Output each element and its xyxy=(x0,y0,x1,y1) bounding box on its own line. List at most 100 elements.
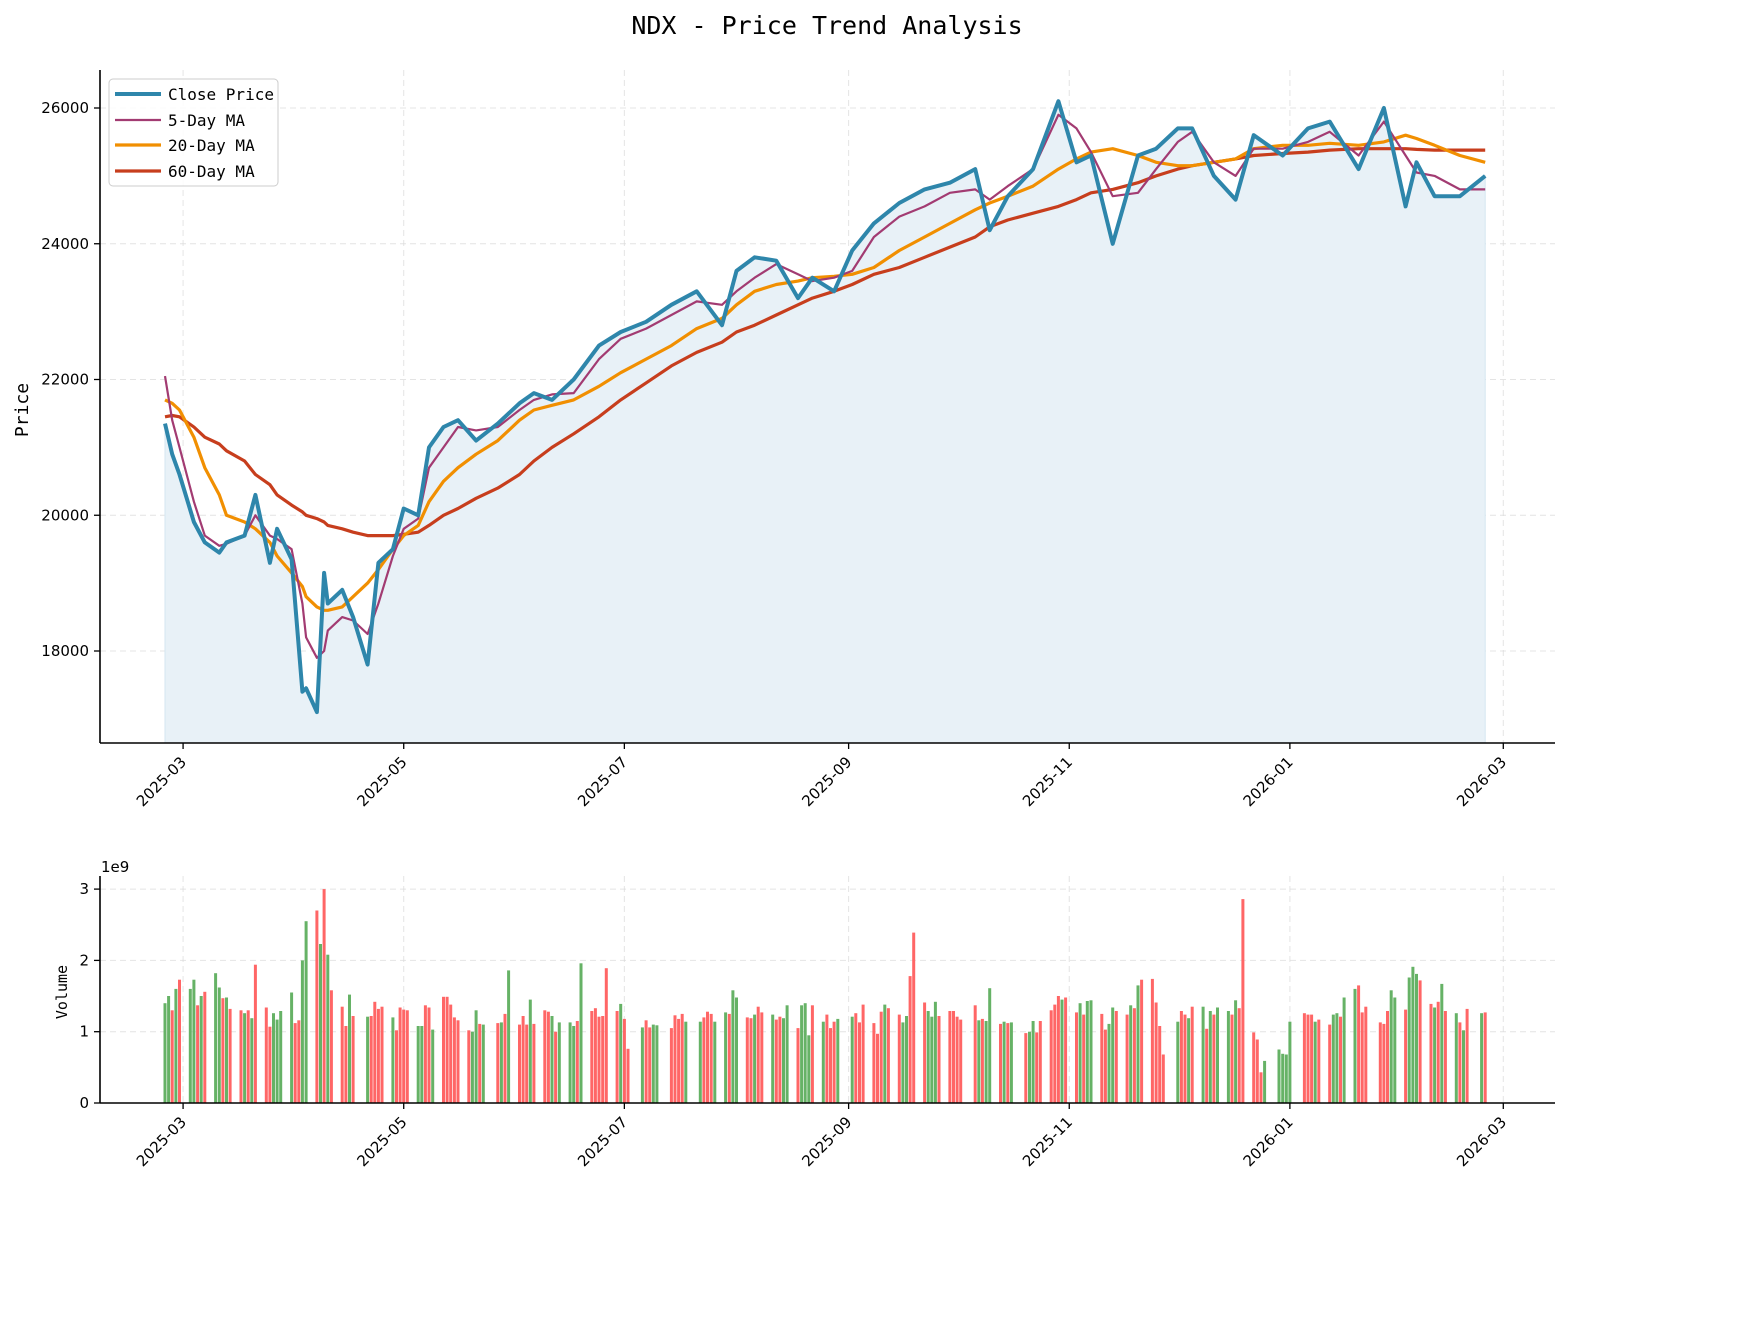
volume-bar xyxy=(615,1011,619,1103)
volume-bar xyxy=(373,1001,377,1103)
volume-bar xyxy=(604,968,608,1103)
volume-bar xyxy=(886,1008,890,1103)
volume-bar xyxy=(1252,1032,1256,1103)
volume-bar xyxy=(930,1016,934,1103)
price-x-ticks: 2025-03 2025-05 2025-07 2025-09 2025-11 2026-… xyxy=(133,743,1510,810)
volume-bar xyxy=(467,1030,471,1103)
volume-bar xyxy=(203,991,207,1103)
volume-x-ticks: 2025-03 2025-05 2025-07 2025-09 2025-11 2026-… xyxy=(133,1103,1510,1170)
volume-bar xyxy=(684,1021,688,1103)
volume-bar xyxy=(568,1022,572,1103)
volume-bar xyxy=(398,1007,402,1103)
legend-label-ma5: 5-Day MA xyxy=(168,111,245,130)
volume-bar xyxy=(677,1018,681,1103)
y-tick-label: 0 xyxy=(79,1094,89,1112)
volume-bar xyxy=(785,1005,789,1103)
volume-bar xyxy=(264,1007,268,1103)
volume-bar xyxy=(1454,1013,1458,1103)
volume-bar xyxy=(807,1035,811,1103)
volume-bar xyxy=(829,1028,832,1103)
volume-bar xyxy=(850,1016,854,1103)
volume-bar xyxy=(196,1005,200,1103)
volume-bar xyxy=(1313,1021,1317,1103)
volume-bar xyxy=(854,1013,858,1103)
volume-bar xyxy=(1187,1018,1191,1103)
volume-bar xyxy=(836,1018,840,1103)
volume-bar xyxy=(1382,1023,1386,1103)
volume-bar xyxy=(253,964,257,1103)
volume-bar xyxy=(188,988,192,1103)
volume-bar xyxy=(999,1023,1002,1103)
volume-bar xyxy=(1006,1023,1010,1103)
volume-bar xyxy=(1458,1022,1462,1103)
volume-bar xyxy=(431,1029,435,1103)
volume-bar xyxy=(1310,1014,1314,1103)
volume-bar xyxy=(290,992,294,1103)
volume-bar xyxy=(680,1013,684,1103)
volume-bar xyxy=(698,1021,702,1103)
volume-bar xyxy=(753,1014,757,1103)
volume-bar xyxy=(1009,1022,1013,1103)
volume-bar xyxy=(239,1010,243,1103)
volume-bar xyxy=(380,1006,384,1103)
x-tick-label: 2025-11 xyxy=(1019,1113,1076,1170)
volume-bar xyxy=(1263,1060,1267,1103)
volume-bar xyxy=(1237,1008,1241,1103)
volume-bar xyxy=(481,1024,485,1103)
volume-bar xyxy=(1075,1012,1078,1103)
volume-bar xyxy=(760,1012,764,1103)
ma5-line xyxy=(163,113,1486,659)
y-tick-label: 26000 xyxy=(41,99,89,117)
x-tick-label: 2026-03 xyxy=(1453,1113,1510,1170)
volume-bar xyxy=(402,1009,406,1103)
volume-bar xyxy=(872,1023,876,1103)
volume-bar xyxy=(449,1004,453,1103)
volume-bar xyxy=(590,1011,594,1103)
volume-bar xyxy=(1418,980,1422,1103)
volume-bar xyxy=(952,1011,955,1103)
volume-bar xyxy=(879,1011,883,1103)
volume-bar xyxy=(1129,1005,1133,1103)
volume-bar xyxy=(427,1007,431,1103)
volume-bar xyxy=(416,1026,420,1103)
volume-bar xyxy=(1150,978,1154,1103)
volume-bar xyxy=(1404,1009,1408,1103)
volume-bar xyxy=(1364,1006,1368,1103)
price-y-ticks: 18000 20000 22000 24000 26000 xyxy=(41,99,100,660)
volume-bar xyxy=(1100,1013,1104,1103)
volume-bar xyxy=(1378,1022,1382,1103)
volume-bar xyxy=(423,1005,427,1103)
volume-bar xyxy=(1328,1024,1332,1103)
volume-bar xyxy=(1411,966,1415,1103)
volume-bar xyxy=(825,1014,829,1103)
volume-bar xyxy=(452,1017,456,1103)
volume-bar xyxy=(1407,977,1411,1103)
x-tick-label: 2025-05 xyxy=(353,1113,410,1170)
volume-bar xyxy=(279,1011,283,1103)
volume-bar xyxy=(315,910,319,1103)
volume-bar xyxy=(1154,1002,1158,1103)
x-tick-label: 2026-01 xyxy=(1240,1113,1297,1170)
volume-bar xyxy=(572,1026,576,1103)
volume-bar xyxy=(702,1017,706,1103)
volume-bars xyxy=(163,889,1487,1103)
volume-bar xyxy=(1353,988,1357,1103)
volume-bar xyxy=(1028,1031,1031,1103)
y-tick-label: 2 xyxy=(79,951,89,969)
volume-bar xyxy=(546,1011,550,1103)
volume-bar xyxy=(1125,1014,1129,1103)
x-tick-label: 2025-03 xyxy=(133,1113,190,1170)
volume-bar xyxy=(322,889,326,1103)
volume-bar xyxy=(593,1008,597,1103)
volume-bar xyxy=(507,970,511,1103)
volume-bar xyxy=(1053,1004,1057,1103)
volume-bar xyxy=(1078,1003,1082,1103)
volume-bar xyxy=(1212,1014,1216,1103)
price-axes: 18000 20000 22000 24000 26000 2025-03 2025-05… xyxy=(12,70,1555,810)
volume-bar xyxy=(876,1033,879,1103)
x-tick-label: 2025-11 xyxy=(1019,753,1076,810)
legend-label-ma20: 20-Day MA xyxy=(168,136,255,155)
volume-axes: 0 1 2 3 2025-03 2025-05 2025-07 2025-09 2025-11… xyxy=(53,858,1555,1170)
volume-bar xyxy=(640,1027,644,1103)
volume-bar xyxy=(528,999,532,1103)
